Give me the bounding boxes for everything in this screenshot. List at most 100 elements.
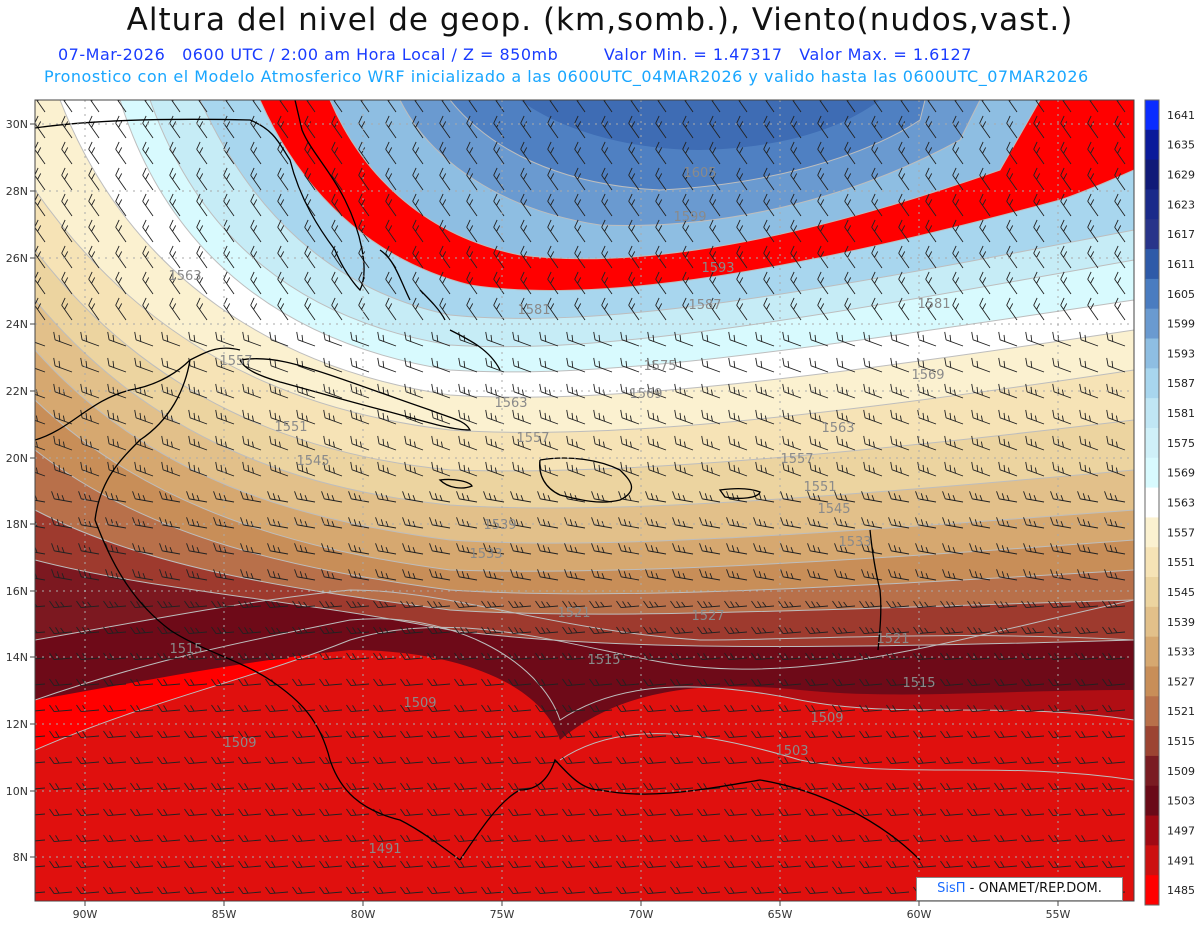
colorbar-swatch bbox=[1145, 100, 1159, 131]
wind-barb bbox=[296, 331, 316, 347]
wind-barb bbox=[620, 409, 640, 425]
wind-barb bbox=[1079, 383, 1099, 399]
wind-barb bbox=[863, 461, 883, 477]
wind-barb bbox=[979, 297, 991, 321]
wind-barb bbox=[466, 297, 478, 321]
wind-barb bbox=[790, 245, 802, 269]
wind-barb bbox=[35, 441, 46, 451]
wind-barb bbox=[736, 271, 748, 295]
wind-barb bbox=[728, 409, 748, 425]
contour-label: 1557 bbox=[780, 452, 813, 467]
wind-barb bbox=[925, 271, 937, 295]
wind-barb bbox=[520, 297, 532, 321]
wind-barb bbox=[412, 141, 424, 165]
wind-barb bbox=[863, 331, 883, 347]
wind-barb bbox=[80, 383, 100, 399]
wind-barb bbox=[331, 193, 343, 217]
wind-barb bbox=[682, 245, 694, 269]
wind-barb bbox=[782, 409, 802, 425]
contour-label: 1593 bbox=[701, 261, 734, 276]
wind-barb bbox=[296, 383, 316, 399]
wind-barb bbox=[790, 167, 802, 191]
wind-barb bbox=[709, 193, 721, 217]
colorbar-label: 1611 bbox=[1167, 258, 1195, 271]
wind-barb bbox=[1079, 435, 1099, 451]
contour-label: 1509 bbox=[223, 736, 256, 751]
lat-label: 14N bbox=[6, 651, 28, 664]
band-1533 bbox=[35, 350, 1134, 572]
contour-label: 1557 bbox=[219, 354, 252, 369]
wind-barb bbox=[215, 461, 235, 477]
wind-barb bbox=[439, 115, 451, 139]
colorbar-label: 1527 bbox=[1167, 675, 1195, 688]
wind-barb bbox=[240, 491, 262, 503]
colorbar-label: 1533 bbox=[1167, 646, 1195, 659]
colorbar-swatch bbox=[1145, 487, 1159, 518]
wind-barb bbox=[944, 435, 964, 451]
wind-barb bbox=[655, 141, 667, 165]
wind-barb bbox=[925, 219, 937, 243]
wind-barb bbox=[439, 193, 451, 217]
wind-barb bbox=[537, 491, 559, 503]
wind-barb bbox=[979, 141, 991, 165]
wind-barb bbox=[628, 167, 640, 191]
contour-label: 1551 bbox=[803, 480, 836, 495]
contour-label: 1587 bbox=[688, 298, 721, 313]
wind-barb bbox=[655, 193, 667, 217]
wind-barb bbox=[439, 271, 451, 295]
wind-barb bbox=[836, 383, 856, 399]
wind-barb bbox=[836, 331, 856, 347]
wind-barb bbox=[277, 245, 289, 269]
wind-barb bbox=[1006, 167, 1018, 191]
wind-barb bbox=[1060, 245, 1072, 269]
wind-barb bbox=[250, 271, 262, 295]
wind-barb bbox=[53, 435, 73, 451]
wind-barb bbox=[1052, 357, 1072, 373]
forecast-line: Pronostico con el Modelo Atmosferico WRF… bbox=[44, 67, 1089, 86]
colorbar-label: 1539 bbox=[1167, 616, 1195, 629]
wind-barb bbox=[88, 271, 100, 295]
wind-barb bbox=[304, 245, 316, 269]
wind-barb bbox=[593, 357, 613, 373]
colorbar-swatch bbox=[1145, 666, 1159, 697]
wind-barb bbox=[1114, 297, 1126, 321]
wind-barb bbox=[674, 383, 694, 399]
wind-barb bbox=[61, 245, 73, 269]
wind-barb bbox=[431, 331, 451, 347]
wind-barb bbox=[323, 435, 343, 451]
contour-label: 1605 bbox=[683, 166, 716, 181]
wind-barb bbox=[1106, 357, 1126, 373]
wind-barb bbox=[566, 461, 586, 477]
wind-barb bbox=[917, 461, 937, 477]
wind-barb bbox=[412, 167, 424, 191]
wind-barb bbox=[944, 409, 964, 425]
wind-barb bbox=[304, 141, 316, 165]
wind-barb bbox=[493, 271, 505, 295]
wind-barb bbox=[250, 167, 262, 191]
wind-barb bbox=[115, 245, 127, 269]
wind-barb bbox=[169, 297, 181, 321]
contour-label: 1569 bbox=[911, 368, 944, 383]
colorbar-swatch bbox=[1145, 726, 1159, 757]
colorbar-swatch bbox=[1145, 249, 1159, 280]
contour-label: 1533 bbox=[469, 547, 502, 562]
wind-barb bbox=[510, 491, 532, 503]
map-plot-area: 1605 1599 1593 1587 1581 1581 1575 1569 1569 1563… bbox=[35, 100, 1134, 901]
wind-barb bbox=[655, 297, 667, 321]
wind-barb bbox=[1114, 115, 1126, 139]
contour-label: 1533 bbox=[838, 535, 871, 550]
wind-barb bbox=[1106, 383, 1126, 399]
wind-barb bbox=[294, 491, 316, 503]
wind-barb bbox=[358, 219, 370, 243]
wind-barb bbox=[996, 491, 1018, 503]
wind-barb bbox=[242, 331, 262, 347]
wind-barb bbox=[655, 271, 667, 295]
wind-barb bbox=[971, 331, 991, 347]
wind-barb bbox=[1087, 271, 1099, 295]
wind-barb bbox=[971, 409, 991, 425]
wind-barb bbox=[790, 115, 802, 139]
wind-barb bbox=[790, 193, 802, 217]
wind-barb bbox=[998, 435, 1018, 451]
wind-barb bbox=[107, 409, 127, 425]
wind-barb bbox=[1033, 271, 1045, 295]
